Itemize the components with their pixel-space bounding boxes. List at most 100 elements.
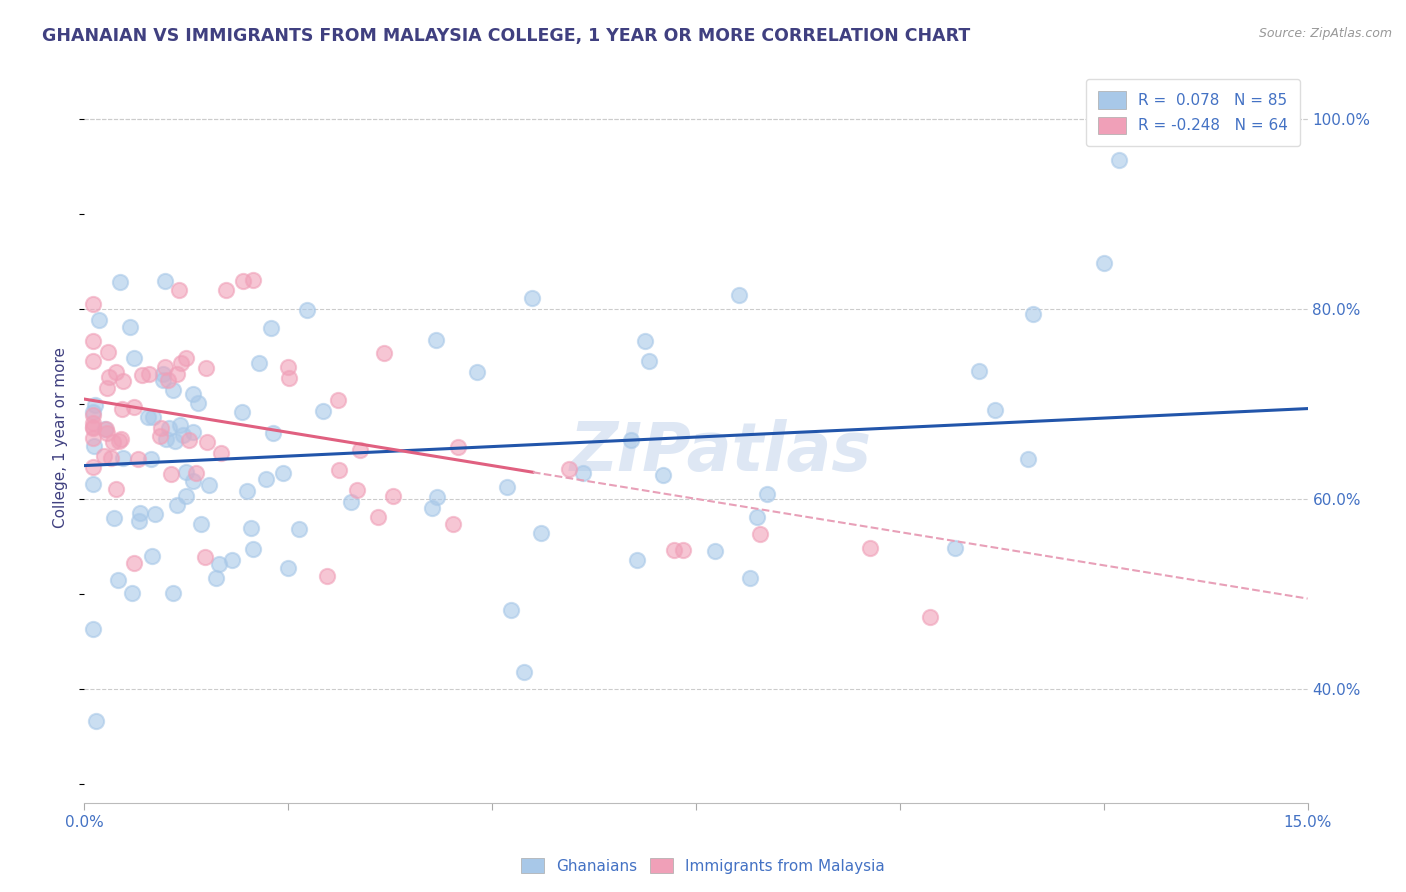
Point [1108, 153, 1130, 167]
Point [221, 552, 243, 566]
Point [254, 472, 277, 486]
Point [187, 395, 209, 409]
Point [82, 477, 104, 491]
Point [157, 421, 180, 435]
Point [141, 549, 163, 563]
Point [141, 452, 163, 467]
Point [82, 416, 104, 430]
Point [131, 368, 153, 383]
Point [288, 523, 311, 537]
Point [671, 542, 693, 557]
Point [82, 421, 104, 435]
Point [167, 283, 190, 297]
Y-axis label: College, 1 year or more: College, 1 year or more [53, 347, 69, 527]
Point [349, 442, 371, 457]
Point [262, 425, 284, 440]
Legend: R =  0.078   N = 85, R = -0.248   N = 64: R = 0.078 N = 85, R = -0.248 N = 64 [1085, 79, 1301, 146]
Point [103, 434, 125, 449]
Point [1022, 307, 1045, 321]
Point [96, 381, 118, 395]
Point [82, 459, 104, 474]
Point [82, 431, 104, 445]
Point [441, 517, 464, 532]
Point [142, 409, 165, 424]
Point [425, 333, 447, 347]
Point [162, 586, 184, 600]
Point [83, 439, 105, 453]
Text: GHANAIAN VS IMMIGRANTS FROM MALAYSIA COLLEGE, 1 YEAR OR MORE CORRELATION CHART: GHANAIAN VS IMMIGRANTS FROM MALAYSIA COL… [42, 27, 970, 45]
Point [382, 489, 405, 503]
Point [328, 393, 350, 408]
Point [160, 467, 183, 482]
Point [152, 367, 174, 381]
Point [340, 495, 363, 509]
Point [149, 428, 172, 442]
Point [82, 334, 104, 349]
Legend: Ghanaians, Immigrants from Malaysia: Ghanaians, Immigrants from Malaysia [515, 852, 891, 880]
Point [172, 427, 194, 442]
Point [346, 483, 368, 498]
Point [316, 568, 339, 582]
Point [984, 403, 1007, 417]
Point [195, 361, 218, 376]
Point [149, 421, 172, 435]
Point [859, 541, 882, 555]
Point [122, 401, 145, 415]
Point [662, 543, 685, 558]
Point [121, 586, 143, 600]
Point [260, 321, 283, 335]
Point [295, 302, 318, 317]
Point [105, 482, 128, 496]
Point [920, 610, 942, 624]
Text: Source: ZipAtlas.com: Source: ZipAtlas.com [1258, 27, 1392, 40]
Point [155, 432, 177, 446]
Point [153, 273, 176, 287]
Point [183, 425, 205, 440]
Point [143, 508, 166, 522]
Point [111, 402, 134, 417]
Point [107, 573, 129, 587]
Point [215, 284, 238, 298]
Point [651, 467, 673, 482]
Point [499, 603, 522, 617]
Point [96, 426, 118, 441]
Point [82, 408, 104, 422]
Point [94, 422, 117, 436]
Point [155, 359, 177, 374]
Point [277, 371, 299, 385]
Point [176, 490, 198, 504]
Point [82, 354, 104, 368]
Point [626, 553, 648, 567]
Point [97, 370, 120, 384]
Point [166, 367, 188, 381]
Point [128, 514, 150, 528]
Point [97, 344, 120, 359]
Point [104, 365, 127, 379]
Point [136, 409, 159, 424]
Point [100, 451, 122, 466]
Point [277, 561, 299, 575]
Point [82, 623, 104, 637]
Point [87, 312, 110, 326]
Point [747, 510, 769, 524]
Point [277, 359, 299, 374]
Point [120, 320, 142, 334]
Point [447, 440, 470, 454]
Point [108, 275, 131, 289]
Point [748, 527, 770, 541]
Point [82, 420, 104, 434]
Point [103, 511, 125, 525]
Point [108, 434, 131, 449]
Point [208, 558, 231, 572]
Point [169, 417, 191, 432]
Point [190, 516, 212, 531]
Point [138, 367, 160, 381]
Point [1017, 452, 1039, 467]
Point [620, 433, 643, 447]
Text: ZIPatlas: ZIPatlas [569, 418, 872, 484]
Point [240, 521, 263, 535]
Point [530, 526, 553, 541]
Point [163, 434, 186, 448]
Point [465, 365, 488, 379]
Point [495, 481, 517, 495]
